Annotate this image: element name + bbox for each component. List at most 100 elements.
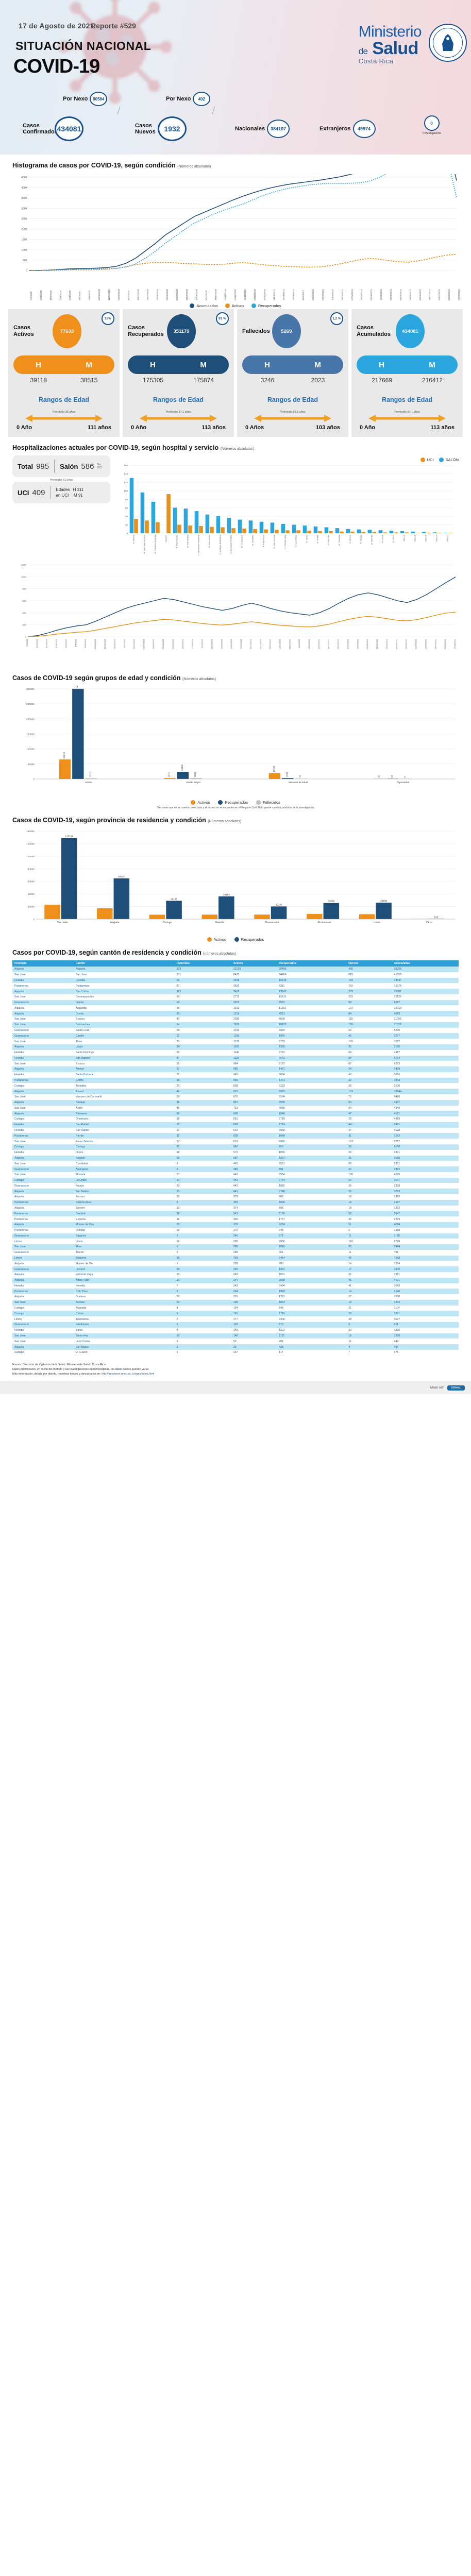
table-row[interactable]: San Jose Desamparados 60 2712 19131 283 22126 (12, 994, 459, 1000)
table-row[interactable]: Alajuela Alajuelita 99 1610 11291 107 14018 (12, 1005, 459, 1011)
table-row[interactable]: Guanacaste La Cruz 10 252 1391 17 1840 (12, 1266, 459, 1272)
table-row[interactable]: Puntarenas Golfito 18 969 1441 22 2403 (12, 1077, 459, 1083)
table-row[interactable]: Limon Talamanca 2 177 3400 48 3617 (12, 1316, 459, 1322)
table-row[interactable]: San Jose Tibas 33 1228 5733 126 7087 (12, 1039, 459, 1044)
table-row[interactable]: San Jose San Jose 131 6470 34469 610 41553 (12, 972, 459, 978)
table-row[interactable]: Heredia San Rafael 17 663 3968 37 4628 (12, 1127, 459, 1133)
table-column-header[interactable]: Activos (231, 960, 277, 967)
table-row[interactable]: Heredia San Rafael 22 669 1714 44 2431 (12, 1122, 459, 1128)
table-row[interactable]: Alajuela Zarcero 13 374 895 18 1282 (12, 1205, 459, 1211)
table-cell: 461 (279, 1251, 283, 1255)
table-row[interactable]: Alajuela Valverde Vega 19 249 1651 21 1911 (12, 1272, 459, 1278)
svg-text:Limón: Limón (374, 921, 381, 924)
table-column-header[interactable]: Provincia (12, 960, 74, 967)
table-row[interactable]: Alajuela Poasci 46 818 9983 103 10944 (12, 1089, 459, 1094)
table-row[interactable]: Alajuela Naranjo 18 851 3536 60 4407 (12, 1099, 459, 1106)
table-row[interactable]: Guanacaste Santa Cruz 28 1446 3929 60 5435 (12, 1027, 459, 1033)
table-row[interactable]: San Jose Leon Cortes 9 52 401 11 444 (12, 1338, 459, 1345)
table-row[interactable]: San Jose Curridabat 8 465 3551 82 2301 (12, 1161, 459, 1167)
table-row[interactable]: Heredia Barva 4 149 1222 20 1336 (12, 1327, 459, 1333)
table-cell: 1 (176, 1345, 178, 1349)
table-row[interactable]: Alajuela Guatuso 20 216 1312 27 1590 (12, 1294, 459, 1300)
table-column-header[interactable]: Nuevos (346, 960, 392, 967)
table-row[interactable]: Alajuela Zarcero 13 379 906 18 1310 (12, 1194, 459, 1200)
table-column-header[interactable]: Recuperados (277, 960, 347, 967)
table-cell: Valverde Vega (75, 1273, 93, 1277)
tableau-badge[interactable]: tableau (447, 1385, 465, 1391)
table-row[interactable]: Alajuela San Carlos 161 3456 13242 203 16901 (12, 989, 459, 994)
table-row[interactable]: San Jose Vasquez de Coronado 26 833 5594 73 64… (12, 1094, 459, 1100)
table-row[interactable]: Alajuela Palmares 36 698 1640 47 4161 (12, 1111, 459, 1117)
footer-link[interactable]: http://geovision.uned.ac.cr/oges/index.h… (102, 1372, 155, 1376)
table-row[interactable]: Cartago El Guarco 1 137 117 7 471 (12, 1349, 459, 1355)
table-row[interactable]: San Jose Moravia 27 440 3954 100 4519 (12, 1172, 459, 1178)
table-row[interactable]: San Jose Aserri 46 713 4095 54 4849 (12, 1105, 459, 1111)
table-cell: Upala (75, 1045, 83, 1049)
table-column-header[interactable]: Cantón (73, 960, 175, 967)
table-row[interactable]: Guanacaste Abangaret 8 483 891 22 2392 (12, 1166, 459, 1172)
table-row[interactable]: Guanacaste Tilaran 2 289 461 11 751 (12, 1249, 459, 1256)
svg-text:H. Turrialba: H. Turrialba (338, 534, 341, 545)
table-row[interactable]: Alajuela Naranjo 18 587 1972 31 2595 (12, 1155, 459, 1161)
table-cell: San Mateo (75, 1345, 89, 1349)
table-row[interactable]: Alajuela Montes de Oca 22 370 3234 51 4094 (12, 1222, 459, 1228)
table-row[interactable]: Puntarenas Puntarenas 87 3625 9311 142 13078 (12, 983, 459, 989)
table-column-header[interactable]: Fallecidos (174, 960, 231, 967)
table-row[interactable]: Puntarenas Garabito 18 541 2180 29 2847 (12, 1211, 459, 1217)
table-row[interactable]: Alajuela Alajuela 123 12219 20405 406 32929 (12, 967, 459, 972)
table-row[interactable]: Puntarenas Coto Brus 6 204 1918 14 2146 (12, 1289, 459, 1295)
hospital-title-note: (Números absolutos) (220, 447, 254, 451)
table-cell: 47 (176, 1056, 180, 1060)
table-row[interactable]: Alajuela Alfaro Ruiz 23 244 3089 46 4101 (12, 1277, 459, 1283)
table-row[interactable]: Alajuela San Mateo 1 25 435 4 464 (12, 1344, 459, 1350)
table-cell: 949 (233, 1073, 238, 1077)
svg-text:120: 120 (124, 481, 128, 484)
table-row[interactable]: San Jose Mora 6 295 1616 33 2944 (12, 1244, 459, 1250)
table-row[interactable]: Alajuela Grecia 35 1519 4512 84 6613 (12, 1011, 459, 1017)
table-row[interactable]: Alajuela Atenas 17 985 1471 24 2478 (12, 1066, 459, 1072)
table-row[interactable]: Puntarenas Parrita 19 638 1649 31 3162 (12, 1133, 459, 1139)
table-cell: 295 (233, 1240, 238, 1243)
table-row[interactable]: Heredia Heredia 60 4208 10145 184 14537 (12, 977, 459, 984)
table-row[interactable]: Alajuela Montes de Oro 6 258 980 14 1254 (12, 1261, 459, 1267)
table-row[interactable]: Alajuela Upala 34 1165 1995 35 3195 (12, 1044, 459, 1050)
canton-table-wrapper[interactable]: Provincia Cantón Fallecidos Activos Recupera… (12, 960, 459, 1355)
table-row[interactable]: San Jose Perez Zeledon 57 619 6976 163 9767 (12, 1139, 459, 1144)
table-row[interactable]: San Jose Escazu 15 984 5172 87 6223 (12, 1061, 459, 1067)
table-row[interactable]: Cartago Cañas 1 191 1716 30 1891 (12, 1311, 459, 1317)
table-row[interactable]: Limon Limon 16 295 5966 110 5799 (12, 1239, 459, 1245)
table-cell: 196 (233, 1301, 238, 1304)
table-row[interactable]: Heredia Flores 18 572 1856 33 2431 (12, 1149, 459, 1156)
table-row[interactable]: San Jose Escazu 42 2030 6000 119 11053 (12, 1016, 459, 1022)
table-row[interactable]: Heredia Heredia 7 243 2404 41 2683 (12, 1283, 459, 1289)
table-row[interactable]: Alajuela San Mateo 15 441 2748 25 3223 (12, 1189, 459, 1195)
uci-h-label: H (73, 487, 76, 492)
table-cell: 3617 (394, 1317, 400, 1321)
table-row[interactable]: Cartago Alvarado 4 194 845 21 1104 (12, 1305, 459, 1311)
table-row[interactable]: Cartago Turrialba 20 838 2233 39 3130 (12, 1083, 459, 1089)
table-row[interactable]: Cartago La Union 23 443 2744 53 3647 (12, 1177, 459, 1183)
table-row[interactable]: Guanacaste Nandayure 1 163 570 9 611 (12, 1322, 459, 1328)
table-row[interactable]: Puntarenas Quepos 19 376 945 6 1358 (12, 1227, 459, 1233)
table-cell: Cartago (14, 1307, 24, 1310)
table-row[interactable]: Puntarenas Buenos Aires 3 393 1066 18 2167 (12, 1199, 459, 1206)
table-row[interactable]: Guanacaste Liberia 13 2673 5551 83 8287 (12, 999, 459, 1006)
table-row[interactable]: Heredia Santo Domingo 20 1146 3772 69 4987 (12, 1049, 459, 1056)
table-row[interactable]: Limon Siquirres 38 269 3414 48 7368 (12, 1255, 459, 1261)
table-row[interactable]: Cartago Cartago 21 587 853 23 5598 (12, 1144, 459, 1150)
table-row[interactable]: Cartago Oreamuno 18 681 3710 29 4419 (12, 1116, 459, 1122)
table-row[interactable]: Heredia San Ramon 47 1123 4542 84 5754 (12, 1055, 459, 1061)
table-cell: 41 (348, 1284, 352, 1287)
table-row[interactable]: Puntarenas Esparza 16 360 1767 42 2279 (12, 1216, 459, 1222)
table-cell: 969 (233, 1079, 238, 1082)
page-subtitle: COVID-19 (13, 56, 100, 77)
table-row[interactable]: Guanacaste Bagaces 2 240 971 11 1178 (12, 1233, 459, 1239)
table-row[interactable]: Guanacaste Nicoya 20 442 1882 39 2338 (12, 1183, 459, 1189)
table-row[interactable]: San Jose Santa Ana 10 146 1121 19 1270 (12, 1333, 459, 1339)
table-cell: 1391 (279, 1267, 285, 1271)
table-row[interactable]: Heredia Santa Barbara 22 949 2604 43 3616 (12, 1072, 459, 1078)
table-column-header[interactable]: Acumulados (392, 960, 459, 967)
table-row[interactable]: Guanacaste Carrillo 22 1256 1976 45 3277 (12, 1033, 459, 1039)
table-row[interactable]: San Jose Tarrazu 12 196 1064 13 1234 (12, 1299, 459, 1306)
table-row[interactable]: San Jose Goicoechea 54 1628 10102 199 11929 (12, 1022, 459, 1028)
